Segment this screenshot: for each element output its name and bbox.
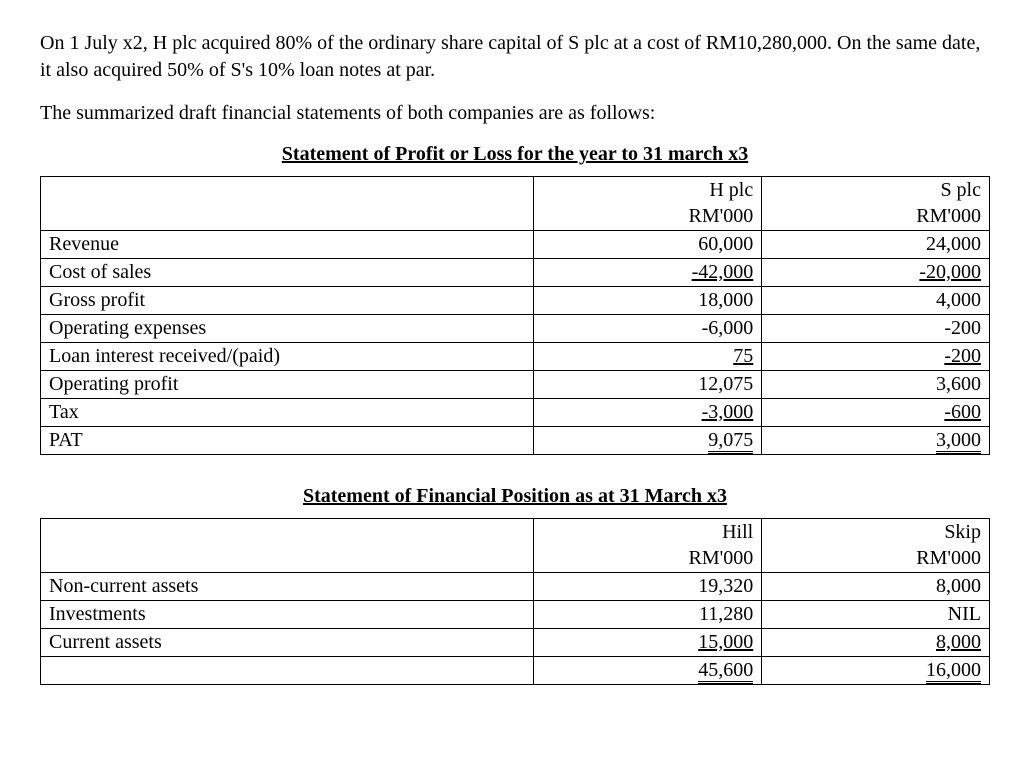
financial-position-row-c2: 8,000 — [762, 629, 990, 657]
table2-header-col1-l1: Hill — [722, 521, 753, 543]
financial-position-row-c1: 15,000 — [534, 629, 762, 657]
profit-loss-row-c2: 3,600 — [762, 371, 990, 399]
profit-loss-row: Loan interest received/(paid)75-200 — [41, 343, 990, 371]
profit-loss-row-label: Gross profit — [41, 287, 534, 315]
table2-header-col1-l2: RM'000 — [689, 547, 754, 569]
financial-position-row-c1: 45,600 — [534, 657, 762, 685]
profit-loss-row-c1: -3,000 — [534, 399, 762, 427]
profit-loss-row: Operating expenses-6,000-200 — [41, 315, 990, 343]
financial-position-row-c2: 16,000 — [762, 657, 990, 685]
profit-loss-row-c1: -6,000 — [534, 315, 762, 343]
table1-header-col1-l1: H plc — [709, 179, 753, 201]
table1-body: Revenue60,00024,000Cost of sales-42,000-… — [41, 231, 990, 455]
table1-head: H plc RM'000 S plc RM'000 — [41, 177, 990, 231]
profit-loss-row-c2: 3,000 — [762, 427, 990, 455]
financial-position-row-label: Investments — [41, 601, 534, 629]
profit-loss-row-label: Operating expenses — [41, 315, 534, 343]
profit-loss-row-label: Operating profit — [41, 371, 534, 399]
profit-loss-row-c1: 60,000 — [534, 231, 762, 259]
financial-position-row: Investments11,280NIL — [41, 601, 990, 629]
table2-body: Non-current assets19,3208,000Investments… — [41, 573, 990, 685]
profit-loss-row-c1: 9,075 — [534, 427, 762, 455]
table2-head: Hill RM'000 Skip RM'000 — [41, 519, 990, 573]
profit-loss-row-c1: 75 — [534, 343, 762, 371]
financial-position-row-c2: 8,000 — [762, 573, 990, 601]
profit-loss-row-c2: -200 — [762, 315, 990, 343]
profit-loss-row-c2: -200 — [762, 343, 990, 371]
profit-loss-row: Operating profit12,0753,600 — [41, 371, 990, 399]
table1-header-col2-l2: RM'000 — [916, 205, 981, 227]
financial-position-row: 45,60016,000 — [41, 657, 990, 685]
table1-header-blank — [41, 177, 534, 231]
table1-header-col1-l2: RM'000 — [689, 205, 754, 227]
profit-loss-row-label: Revenue — [41, 231, 534, 259]
profit-loss-row-label: PAT — [41, 427, 534, 455]
table2-header-col2-l2: RM'000 — [916, 547, 981, 569]
profit-loss-row-c2: 24,000 — [762, 231, 990, 259]
financial-position-row-c1: 19,320 — [534, 573, 762, 601]
profit-loss-row: Cost of sales-42,000-20,000 — [41, 259, 990, 287]
profit-loss-row: PAT9,0753,000 — [41, 427, 990, 455]
table2-header-col2: Skip RM'000 — [762, 519, 990, 573]
profit-loss-row-label: Loan interest received/(paid) — [41, 343, 534, 371]
financial-position-row: Non-current assets19,3208,000 — [41, 573, 990, 601]
profit-loss-row-c1: 18,000 — [534, 287, 762, 315]
table1-title: Statement of Profit or Loss for the year… — [40, 143, 990, 166]
profit-loss-row-c1: -42,000 — [534, 259, 762, 287]
profit-loss-row-c2: -20,000 — [762, 259, 990, 287]
profit-loss-row-c2: 4,000 — [762, 287, 990, 315]
table2-title: Statement of Financial Position as at 31… — [40, 485, 990, 508]
profit-loss-row-c1: 12,075 — [534, 371, 762, 399]
table2-header-col1: Hill RM'000 — [534, 519, 762, 573]
financial-position-row-label — [41, 657, 534, 685]
financial-position-table: Hill RM'000 Skip RM'000 Non-current asse… — [40, 518, 990, 685]
profit-loss-row-c2: -600 — [762, 399, 990, 427]
table1-header-col2-l1: S plc — [940, 179, 981, 201]
financial-position-row: Current assets15,0008,000 — [41, 629, 990, 657]
financial-position-row-c2: NIL — [762, 601, 990, 629]
profit-loss-row-label: Tax — [41, 399, 534, 427]
intro-paragraph-2: The summarized draft financial statement… — [40, 100, 990, 127]
financial-position-row-c1: 11,280 — [534, 601, 762, 629]
table1-header-col2: S plc RM'000 — [762, 177, 990, 231]
intro-paragraph-1: On 1 July x2, H plc acquired 80% of the … — [40, 30, 990, 84]
profit-loss-row-label: Cost of sales — [41, 259, 534, 287]
profit-loss-table: H plc RM'000 S plc RM'000 Revenue60,0002… — [40, 176, 990, 455]
table2-header-blank — [41, 519, 534, 573]
profit-loss-row: Gross profit18,0004,000 — [41, 287, 990, 315]
profit-loss-row: Tax-3,000-600 — [41, 399, 990, 427]
table2-header-col2-l1: Skip — [944, 521, 981, 543]
financial-position-row-label: Non-current assets — [41, 573, 534, 601]
profit-loss-row: Revenue60,00024,000 — [41, 231, 990, 259]
financial-position-row-label: Current assets — [41, 629, 534, 657]
table1-header-col1: H plc RM'000 — [534, 177, 762, 231]
